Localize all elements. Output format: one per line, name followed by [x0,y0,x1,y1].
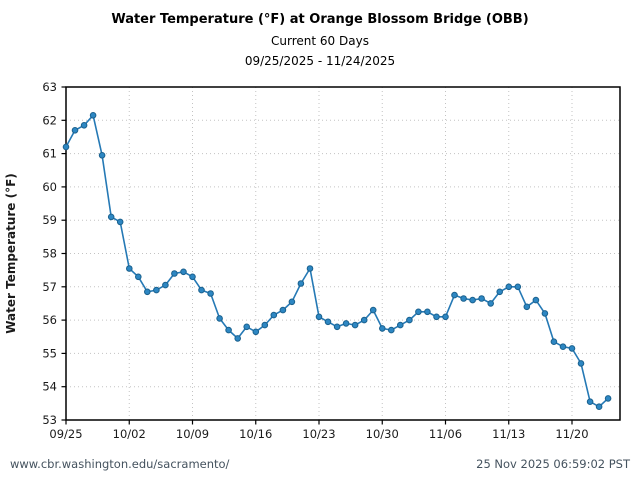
data-point [62,143,70,151]
x-tick-label: 10/02 [113,427,146,441]
data-point [568,345,576,352]
data-point [71,127,79,134]
x-tick-label: 09/25 [49,427,82,441]
data-point [559,343,567,351]
data-point [460,295,467,302]
data-points [62,112,612,411]
data-point [379,325,386,332]
data-point [116,218,124,226]
data-point [252,328,260,336]
data-point [98,152,106,159]
data-point [306,265,314,272]
data-point [433,313,440,321]
data-point [550,338,558,346]
data-point [342,320,350,327]
y-tick-label: 59 [42,213,57,227]
y-tick-label: 55 [42,346,57,360]
data-point [279,306,287,314]
x-tick-label: 11/06 [429,427,462,441]
data-point [369,306,377,314]
chart-subtitle: Current 60 Days [271,34,369,48]
y-tick-label: 60 [42,180,57,194]
data-point [388,326,395,334]
plot-border [65,86,621,421]
data-point [505,283,513,291]
data-point [397,321,404,329]
data-point [89,112,97,119]
y-tick-label: 53 [42,413,57,427]
y-tick-label: 62 [42,113,57,127]
data-point [523,303,531,311]
data-point [80,122,88,129]
data-point [261,321,269,329]
y-tick-label: 63 [42,80,57,94]
chart-title: Water Temperature (°F) at Orange Blossom… [111,12,529,27]
data-point [207,290,214,297]
data-point [595,403,603,411]
data-point [107,213,115,221]
data-point [189,273,196,281]
data-point [577,360,585,367]
temperature-line [65,114,609,408]
chart-date-range: 09/25/2025 - 11/24/2025 [244,54,396,68]
x-axis: 09/25 10/02 10/09 10/16 10/23 10/30 11/06 11/13… [49,420,589,441]
gridlines [66,87,620,420]
y-axis-title: Water Temperature (°F) [4,173,18,334]
data-point [153,286,160,294]
data-point [442,313,449,321]
y-tick-label: 61 [42,147,57,161]
data-point [243,323,250,331]
data-point [297,280,305,287]
data-point [270,311,278,319]
data-point [406,316,413,324]
data-point [324,318,332,326]
data-point [180,268,187,276]
x-tick-label: 11/13 [492,427,525,441]
data-point [144,288,151,296]
data-point [216,315,223,322]
x-tick-label: 10/30 [366,427,399,441]
data-point [424,308,431,316]
data-point [604,395,612,402]
data-point [360,316,368,324]
source-url: www.cbr.washington.edu/sacramento/ [10,457,230,471]
data-point [351,321,359,329]
y-axis: 53 54 55 56 57 58 59 60 61 62 63 [42,80,66,427]
data-point [532,296,540,304]
data-point [135,273,142,281]
data-point [315,313,323,321]
data-point [487,300,495,307]
chart-canvas: 53 54 55 56 57 58 59 60 61 62 63 09/25 10/02 10/09 10/… [4,80,621,441]
data-point [234,335,241,342]
data-point [415,308,422,316]
generated-timestamp: 25 Nov 2025 06:59:02 PST [476,457,630,471]
data-point [469,296,476,304]
data-point [126,265,133,272]
data-point [478,295,485,302]
y-tick-label: 54 [42,380,57,394]
data-point [514,283,522,291]
x-tick-label: 10/09 [176,427,209,441]
y-tick-label: 58 [42,247,57,261]
data-point [198,286,205,294]
data-point [333,323,341,331]
x-tick-label: 10/16 [239,427,272,441]
data-point [496,288,504,296]
data-point [451,291,458,299]
data-point [288,298,296,306]
data-point [162,281,169,289]
x-tick-label: 11/20 [555,427,588,441]
data-point [586,398,594,406]
y-tick-label: 56 [42,313,57,327]
data-point [541,310,549,317]
y-tick-label: 57 [42,280,57,294]
data-point [171,270,178,277]
data-point [225,326,232,334]
x-tick-label: 10/23 [302,427,335,441]
